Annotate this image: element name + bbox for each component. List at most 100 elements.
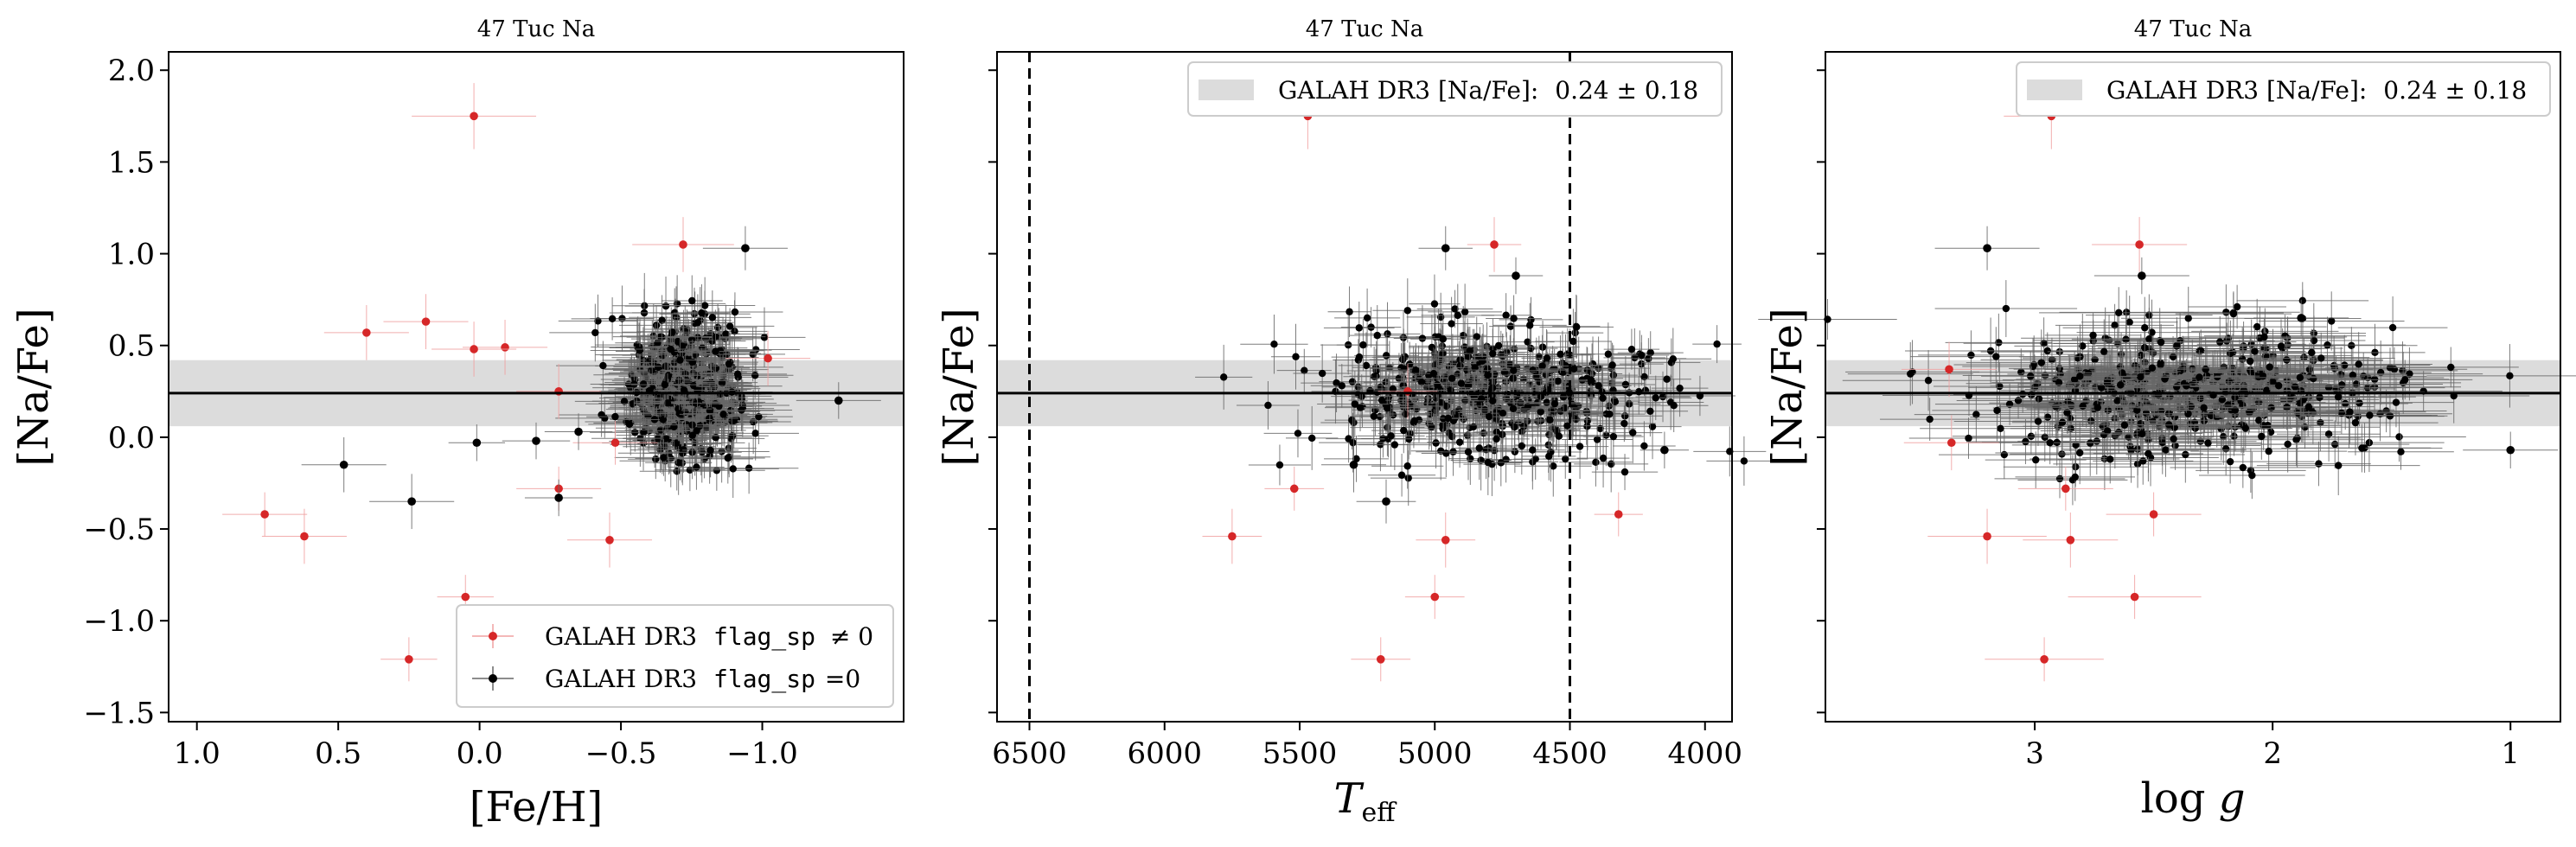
point-marker bbox=[1457, 379, 1466, 387]
point-marker bbox=[725, 322, 734, 330]
point-marker bbox=[686, 466, 694, 474]
point-marker bbox=[1663, 375, 1671, 383]
data-point bbox=[1368, 453, 1436, 497]
point-marker bbox=[673, 439, 681, 447]
point-marker bbox=[1638, 351, 1646, 360]
point-marker bbox=[2348, 341, 2355, 350]
point-marker bbox=[1510, 315, 1518, 322]
data-point bbox=[632, 217, 734, 272]
data-point bbox=[1465, 397, 1513, 436]
data-point bbox=[1527, 360, 1589, 402]
point-marker bbox=[1384, 404, 1391, 412]
point-marker bbox=[2233, 302, 2241, 311]
data-point bbox=[674, 329, 757, 373]
data-point bbox=[1263, 409, 1333, 458]
point-marker bbox=[1428, 343, 1436, 352]
point-marker bbox=[659, 416, 668, 424]
point-marker bbox=[674, 337, 682, 346]
data-point bbox=[655, 426, 713, 473]
panel-1-xlabel: [Fe/H] bbox=[470, 783, 604, 831]
point-marker bbox=[1670, 402, 1678, 410]
point-marker bbox=[1676, 384, 1684, 392]
panel-1-legend-label-zero: GALAH DR3 flag_sp =0 bbox=[545, 665, 860, 694]
point-marker bbox=[362, 328, 371, 337]
point-marker bbox=[1550, 462, 1557, 470]
point-marker bbox=[1308, 434, 1316, 443]
data-point bbox=[1408, 417, 1464, 469]
data-point bbox=[1331, 333, 1388, 381]
point-marker bbox=[1499, 409, 1507, 417]
data-point bbox=[1514, 435, 1592, 497]
point-marker bbox=[2330, 365, 2339, 373]
point-marker bbox=[1356, 404, 1365, 411]
data-point bbox=[1706, 436, 1782, 486]
point-marker bbox=[1621, 380, 1630, 389]
data-point bbox=[679, 389, 768, 440]
point-marker bbox=[1713, 340, 1721, 348]
point-marker bbox=[652, 322, 661, 329]
data-point bbox=[1336, 319, 1390, 372]
data-point bbox=[1428, 283, 1502, 341]
data-point bbox=[1613, 421, 1676, 471]
point-marker bbox=[751, 372, 759, 379]
data-point bbox=[369, 474, 455, 530]
point-marker bbox=[532, 436, 540, 445]
panel-2-points-layer bbox=[1195, 83, 1782, 682]
point-marker bbox=[1461, 308, 1469, 316]
point-marker bbox=[1367, 323, 1375, 331]
point-marker bbox=[1451, 305, 1459, 313]
point-marker bbox=[1352, 455, 1360, 463]
data-point bbox=[1591, 454, 1659, 491]
panel-teff: 6500 6000 5500 5000 4500 4000 47 Tuc Na Teff … bbox=[935, 16, 1782, 828]
panel-1-legend-code-zero: flag_sp bbox=[713, 665, 815, 694]
y-tick-label: −1.5 bbox=[83, 696, 155, 730]
data-point bbox=[687, 439, 779, 499]
point-marker bbox=[629, 400, 636, 408]
point-marker bbox=[1604, 350, 1613, 358]
point-marker bbox=[1467, 455, 1474, 462]
data-point bbox=[524, 479, 593, 517]
data-point bbox=[1334, 288, 1401, 347]
point-marker bbox=[1294, 430, 1302, 437]
point-marker bbox=[1432, 439, 1440, 447]
point-marker bbox=[698, 309, 706, 317]
data-point bbox=[1499, 296, 1563, 343]
data-point bbox=[1409, 312, 1476, 366]
point-marker bbox=[1455, 438, 1464, 446]
point-marker bbox=[1587, 376, 1595, 384]
data-point bbox=[1433, 361, 1489, 405]
point-marker bbox=[1524, 338, 1531, 346]
data-point bbox=[716, 352, 794, 399]
point-marker bbox=[1333, 379, 1340, 387]
data-point bbox=[1270, 323, 1321, 390]
data-point bbox=[1471, 326, 1526, 366]
data-point bbox=[1416, 290, 1493, 328]
data-point bbox=[588, 403, 671, 446]
point-marker bbox=[1519, 423, 1528, 430]
point-marker bbox=[1512, 271, 1520, 280]
point-marker bbox=[663, 399, 672, 407]
data-point bbox=[301, 436, 387, 493]
data-point bbox=[1523, 415, 1595, 458]
data-point bbox=[1486, 295, 1543, 342]
point-marker bbox=[1400, 426, 1408, 435]
data-point bbox=[1692, 325, 1742, 364]
data-point bbox=[1565, 355, 1632, 417]
point-marker bbox=[1464, 448, 1473, 456]
point-marker bbox=[1456, 362, 1464, 370]
point-marker bbox=[1502, 311, 1510, 319]
point-marker bbox=[1640, 373, 1648, 381]
point-marker bbox=[1351, 400, 1359, 408]
data-point bbox=[1385, 356, 1459, 408]
point-marker bbox=[574, 427, 583, 436]
data-point bbox=[1420, 296, 1483, 351]
point-marker bbox=[1614, 510, 1623, 519]
x-tick-label: 0.5 bbox=[315, 736, 361, 771]
point-marker bbox=[1404, 474, 1412, 482]
panel-1-legend-suffix-zero: =0 bbox=[825, 665, 860, 693]
point-marker bbox=[605, 535, 614, 544]
data-point bbox=[1240, 314, 1308, 374]
point-marker bbox=[639, 380, 648, 388]
x-tick-label: 0.0 bbox=[457, 736, 503, 771]
